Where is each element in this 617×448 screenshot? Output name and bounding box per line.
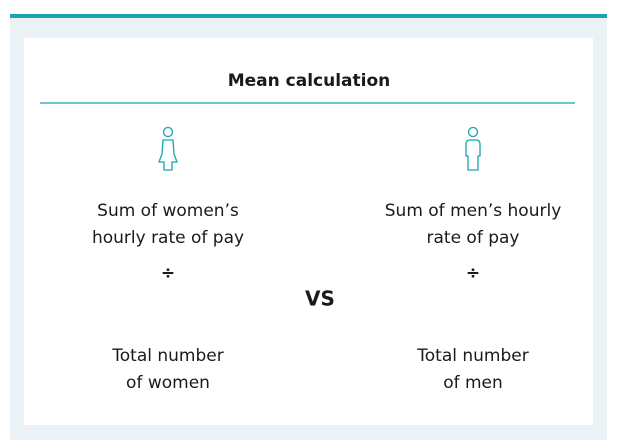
right-denominator-line: of men (443, 373, 503, 393)
left-denominator-line: of women (126, 373, 210, 393)
left-operator: ÷ (161, 263, 175, 283)
left-denominator-line: Total number (111, 346, 223, 366)
man-icon (465, 126, 481, 171)
left-numerator-line: hourly rate of pay (92, 228, 244, 248)
woman-icon (158, 126, 178, 171)
right-numerator-line: rate of pay (427, 228, 520, 248)
title: Mean calculation (228, 71, 391, 91)
comparison: VS (305, 287, 335, 311)
right-denominator-line: Total number (416, 346, 528, 366)
top-bar (10, 14, 607, 18)
right-operator: ÷ (466, 263, 480, 283)
right-numerator-line: Sum of men’s hourly (385, 201, 562, 221)
left-numerator-line: Sum of women’s (97, 201, 239, 221)
